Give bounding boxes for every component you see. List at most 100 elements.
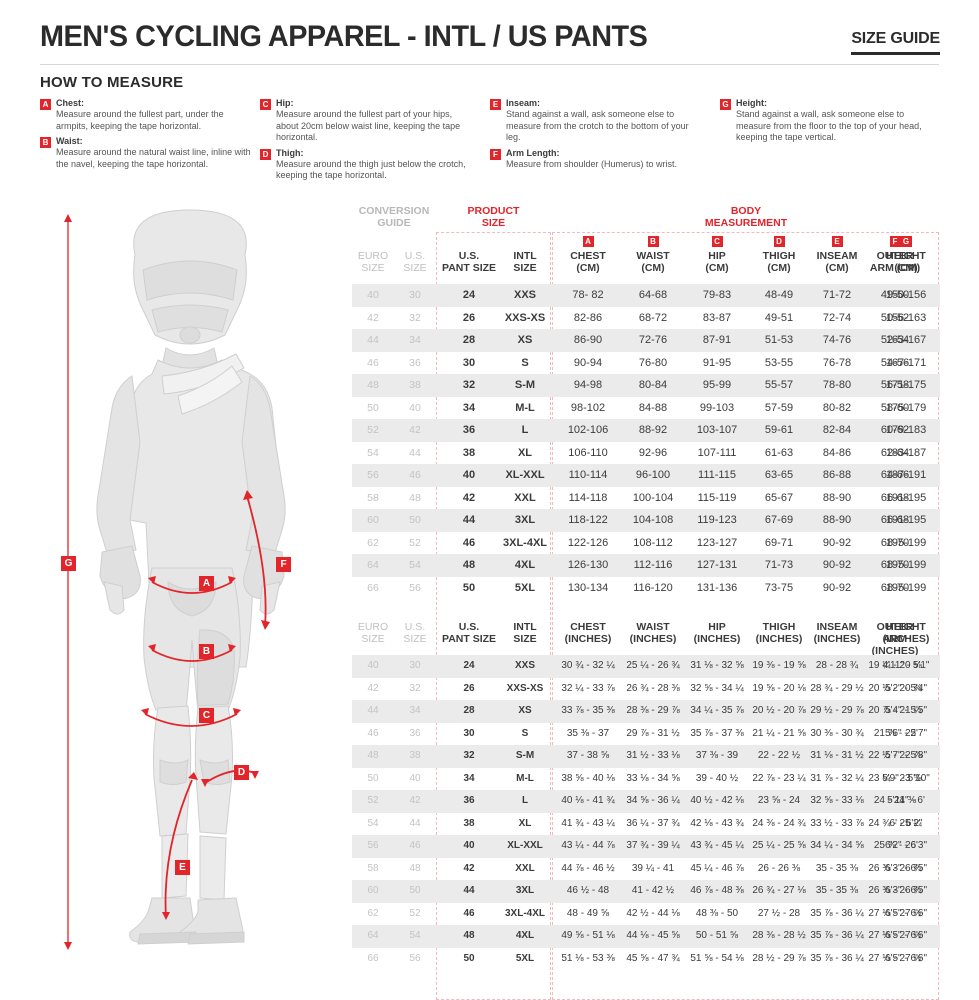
table-row: 66 56 50 5XL 51 ⅛ - 53 ⅜ 45 ⅝ - 47 ¾ 51 ⅝ - 54…	[352, 948, 940, 971]
cell-arm-cm: 68-70	[880, 559, 910, 571]
cell-height-cm: 195-199	[885, 559, 927, 571]
cell-inseam-cm: 72-74	[822, 311, 852, 324]
cell-euro-cm: 60	[367, 514, 379, 526]
cell-thigh-cm: 55-57	[764, 379, 794, 391]
cell-us-cm: 40	[409, 401, 421, 414]
cell-waist-in: 26 ¾ - 28 ⅜	[626, 682, 680, 694]
cell-chest-in: 46 ½ - 48	[566, 885, 610, 896]
cell-chest-in: 51 ⅛ - 53 ⅜	[561, 952, 615, 964]
cell-arm-in: 24 - 24 ⅜	[873, 795, 917, 806]
measure-label-chest: Chest:	[56, 98, 85, 108]
cell-thigh-in: 22 ⅞ - 23 ¼	[752, 772, 806, 784]
measure-desc-thigh: Measure around the thigh just below the …	[276, 158, 466, 181]
tag-d-icon: D	[260, 148, 271, 160]
cell-inseam-in: 31 ⅛ - 31 ½	[810, 750, 864, 761]
cell-height-in: 5'9" - 5'10"	[882, 772, 930, 784]
cell-euro-cm: 54	[367, 446, 379, 459]
cell-us-in: 56	[409, 952, 421, 964]
group-conversion-line2: GUIDE	[377, 217, 411, 229]
cell-pant-in: 24	[463, 660, 475, 671]
table-row: 44 34 28 XS 86-90 72-76 87-91 51-53 74-76 52-54 16…	[352, 329, 940, 352]
table-row: 62 52 46 3XL-4XL 122-126 108-112 123-127 69-71 9…	[352, 532, 940, 555]
cell-intl-cm: 5XL	[514, 581, 536, 594]
cell-intl-cm: XXS	[513, 289, 536, 301]
cell-thigh-cm: 61-63	[764, 446, 794, 459]
cell-intl-in: 3XL	[515, 885, 535, 896]
cell-waist-cm: 108-112	[633, 536, 673, 549]
cell-hip-cm: 79-83	[702, 289, 732, 301]
cell-intl-in: XL	[518, 817, 532, 829]
how-to-measure-column-1: A Chest: Measure around the fullest part…	[40, 98, 255, 174]
cell-us-cm: 54	[409, 559, 421, 571]
marker-thigh: D	[234, 765, 249, 780]
cell-inseam-in: 31 ⅞ - 32 ¼	[810, 772, 864, 784]
cell-euro-cm: 64	[367, 559, 379, 571]
cell-waist-cm: 112-116	[633, 559, 673, 571]
cell-height-cm: 171-175	[885, 379, 927, 391]
table-body-cm: 40 30 24 XXS 78- 82 64-68 79-83 48-49 71-72 49-50…	[352, 284, 940, 599]
cell-arm-cm: 58-60	[880, 401, 910, 414]
cell-pant-in: 40	[463, 840, 475, 851]
cell-waist-cm: 76-80	[638, 356, 668, 369]
cell-inseam-cm: 90-92	[822, 559, 852, 571]
table-row: 60 50 44 3XL 46 ½ - 48 41 - 42 ½ 46 ⅞ - 48 ⅜ 26…	[352, 880, 940, 903]
cell-arm-cm: 68-70	[880, 581, 910, 594]
group-conversion-guide: CONVERSION GUIDE	[352, 205, 436, 229]
cell-height-cm: 175-179	[885, 401, 927, 414]
measure-label-height: Height:	[736, 98, 767, 108]
cell-thigh-in: 19 ⅝ - 20 ⅛	[752, 682, 806, 694]
cell-euro-cm: 56	[367, 469, 379, 481]
cell-intl-in: 4XL	[515, 930, 535, 941]
group-product-size: PRODUCT SIZE	[436, 205, 551, 229]
cell-waist-in: 33 ⅛ - 34 ⅝	[626, 772, 680, 784]
cell-chest-cm: 86-90	[573, 334, 603, 346]
cell-height-in: 6'5" - 6'6"	[884, 930, 928, 941]
cell-height-in: 6' - 6'2"	[889, 817, 923, 829]
cell-chest-in: 41 ¾ - 43 ¼	[561, 817, 615, 829]
cell-hip-cm: 95-99	[702, 379, 732, 391]
cell-inseam-in: 34 ¼ - 34 ⅝	[810, 840, 864, 851]
cell-arm-in: 26 ⅜ - 26 ¾	[868, 862, 922, 874]
cell-euro-in: 52	[367, 795, 379, 806]
cell-thigh-cm: 48-49	[764, 289, 794, 301]
cell-hip-in: 40 ½ - 42 ⅛	[690, 795, 744, 806]
cell-pant-cm: 26	[462, 311, 476, 324]
cell-waist-in: 39 ¼ - 41	[631, 862, 675, 874]
cell-pant-in: 30	[463, 727, 475, 739]
table-row: 48 38 32 S-M 37 - 38 ⅝ 31 ½ - 33 ⅛ 37 ⅜ - 39 22…	[352, 745, 940, 768]
cell-intl-in: 5XL	[515, 952, 535, 964]
cell-intl-cm: 4XL	[514, 559, 536, 571]
cell-height-in: 4'11" - 5'1"	[882, 660, 930, 671]
cell-arm-cm: 56-58	[880, 379, 910, 391]
cell-euro-in: 64	[367, 930, 379, 941]
cell-hip-cm: 83-87	[702, 311, 732, 324]
tag-b-icon: B	[40, 137, 51, 148]
cell-inseam-cm: 78-80	[822, 379, 852, 391]
cell-inseam-in: 35 ⅞ - 36 ¼	[810, 930, 864, 941]
cell-pant-cm: 40	[462, 469, 476, 481]
cell-euro-cm: 44	[367, 334, 379, 346]
measure-label-arm-length: Arm Length:	[506, 147, 560, 158]
cell-hip-in: 46 ⅞ - 48 ⅜	[690, 885, 744, 896]
cell-hip-cm: 103-107	[696, 424, 738, 436]
cell-waist-cm: 64-68	[638, 289, 668, 301]
cell-arm-cm: 52-54	[880, 334, 910, 346]
table-row: 44 34 28 XS 33 ⅞ - 35 ⅜ 28 ⅜ - 29 ⅞ 34 ¼ - 35 …	[352, 700, 940, 723]
cell-arm-cm: 49-50	[880, 289, 910, 301]
cell-inseam-cm: 82-84	[822, 424, 852, 436]
cell-pant-cm: 42	[462, 491, 476, 504]
cell-hip-in: 31 ⅛ - 32 ⅝	[690, 660, 744, 671]
cell-inseam-in: 35 - 35 ⅜	[815, 862, 859, 874]
cell-thigh-cm: 65-67	[764, 491, 794, 504]
group-conversion-line1: CONVERSION	[358, 205, 430, 217]
measure-item-thigh: D Thigh: Measure around the thigh just b…	[260, 148, 475, 182]
table-row: 54 44 38 XL 106-110 92-96 107-111 61-63 84-86 62-…	[352, 442, 940, 465]
cell-chest-in: 38 ⅝ - 40 ⅛	[561, 772, 615, 784]
tag-f-icon: F	[490, 148, 501, 160]
cell-euro-in: 40	[367, 660, 379, 671]
cell-height-cm: 191-195	[885, 514, 927, 526]
cell-arm-cm: 60-62	[880, 424, 910, 436]
cell-arm-cm: 66-68	[880, 491, 910, 504]
cell-waist-cm: 96-100	[635, 469, 671, 481]
cell-thigh-in: 24 ⅜ - 24 ¾	[752, 817, 806, 829]
